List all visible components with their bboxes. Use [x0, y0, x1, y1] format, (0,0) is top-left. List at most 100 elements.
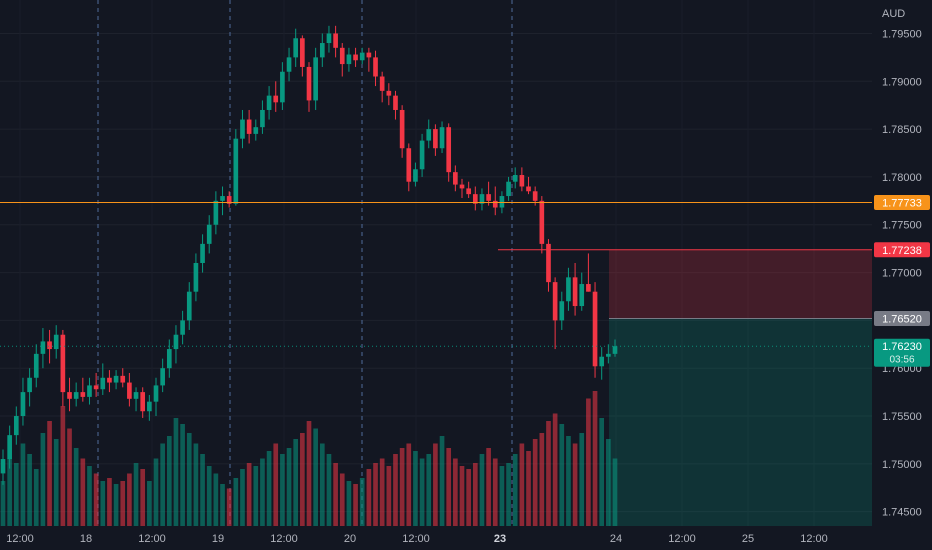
candle-body — [579, 284, 585, 307]
volume-bar — [266, 451, 272, 526]
time-axis[interactable]: 12:00 18 12:00 19 12:00 20 12:00 23 24 12:00 25 12:… — [6, 533, 828, 545]
volume-bar — [160, 443, 165, 526]
candle-body — [386, 90, 392, 96]
candle-body — [60, 334, 66, 393]
volume-bar — [592, 391, 598, 526]
price-tick-label: 1.78500 — [882, 124, 922, 136]
candle-body — [240, 119, 245, 139]
candle-body — [373, 57, 378, 77]
candle-body — [166, 349, 172, 369]
volume-bar — [140, 469, 146, 526]
volume-bar — [147, 481, 152, 526]
volume-bar — [433, 443, 438, 526]
volume-bar — [319, 443, 325, 526]
candle-body — [100, 377, 106, 390]
candle-body — [393, 95, 398, 110]
candle-body — [53, 334, 59, 350]
countdown-label: 03:56 — [889, 355, 914, 366]
current-price-tag-label: 1.76230 — [882, 341, 922, 353]
candle-body — [180, 320, 185, 335]
volume-bar — [393, 454, 398, 526]
candle-body — [519, 175, 525, 187]
candle-body — [492, 200, 498, 208]
candle-body — [153, 385, 159, 402]
volume-bar — [612, 458, 618, 526]
horizontal-line-tag — [874, 194, 930, 210]
volume-bar — [399, 448, 405, 526]
volume-bar — [519, 443, 525, 526]
volume-bar — [472, 463, 478, 526]
candle-body — [546, 243, 551, 283]
candle-body — [13, 416, 19, 436]
price-tick-label: 1.74500 — [882, 507, 922, 519]
candle-body — [0, 459, 6, 474]
volume-bar — [60, 406, 66, 526]
time-tick-label: 12:00 — [800, 533, 828, 545]
candle-body — [599, 356, 605, 367]
candle-body — [47, 341, 52, 350]
candle-body — [479, 194, 485, 204]
candle-body — [7, 435, 12, 460]
price-level-lines[interactable] — [0, 201, 872, 347]
time-tick-label: 12:00 — [6, 533, 34, 545]
volume-bar — [446, 448, 452, 526]
candle-body — [80, 392, 86, 397]
volume-bar — [166, 436, 172, 526]
volume-bar — [572, 443, 578, 526]
candle-body — [107, 377, 112, 383]
candle-body — [200, 243, 205, 263]
candle-body — [586, 284, 591, 292]
candle-body — [193, 263, 199, 292]
volume-bar — [47, 421, 52, 526]
candle-body — [300, 38, 305, 67]
candle-body — [606, 353, 611, 357]
candle-body — [359, 52, 365, 61]
candle-body — [246, 119, 252, 134]
price-tick-label: 1.78000 — [882, 172, 922, 184]
candle-body — [27, 377, 32, 393]
volume-bar — [293, 439, 299, 526]
candle-body — [253, 127, 259, 134]
volume-bar — [566, 436, 571, 526]
candle-body — [459, 184, 465, 189]
stop-loss-tag — [874, 242, 930, 258]
candle-body — [213, 200, 219, 225]
candle-body — [346, 54, 352, 65]
volume-bar — [359, 478, 365, 526]
volume-bar — [53, 439, 59, 526]
short-position-zones[interactable] — [609, 249, 872, 526]
candle-body — [260, 109, 265, 128]
candle-body — [133, 392, 139, 399]
time-axis-background[interactable] — [0, 526, 872, 550]
price-axis-background[interactable] — [872, 0, 932, 550]
candle-body — [233, 138, 239, 204]
volume-bar — [459, 466, 465, 526]
candle-body — [453, 172, 458, 185]
volume-bar — [586, 398, 591, 526]
candle-body — [140, 392, 146, 412]
candle-body — [173, 334, 179, 350]
candle-body — [266, 95, 272, 110]
volume-bar — [453, 458, 458, 526]
candle-body — [313, 57, 318, 101]
volume-bar — [326, 454, 332, 526]
stop-zone — [609, 249, 872, 319]
candle-body — [120, 375, 126, 383]
volume-bar — [260, 458, 265, 526]
volume-bar — [512, 454, 518, 526]
volume-bar — [386, 466, 392, 526]
volume-bar — [73, 448, 79, 526]
volume-bars — [0, 391, 618, 526]
time-tick-label: 12:00 — [270, 533, 298, 545]
volume-bar — [280, 454, 285, 526]
horizontal-line-tag-label: 1.77733 — [882, 197, 922, 209]
volume-bar — [193, 443, 199, 526]
candle-body — [147, 401, 152, 412]
candle-body — [466, 188, 471, 195]
volume-bar — [206, 466, 212, 526]
volume-bar — [20, 443, 26, 526]
candle-body — [333, 33, 338, 48]
volume-bar — [113, 484, 119, 526]
